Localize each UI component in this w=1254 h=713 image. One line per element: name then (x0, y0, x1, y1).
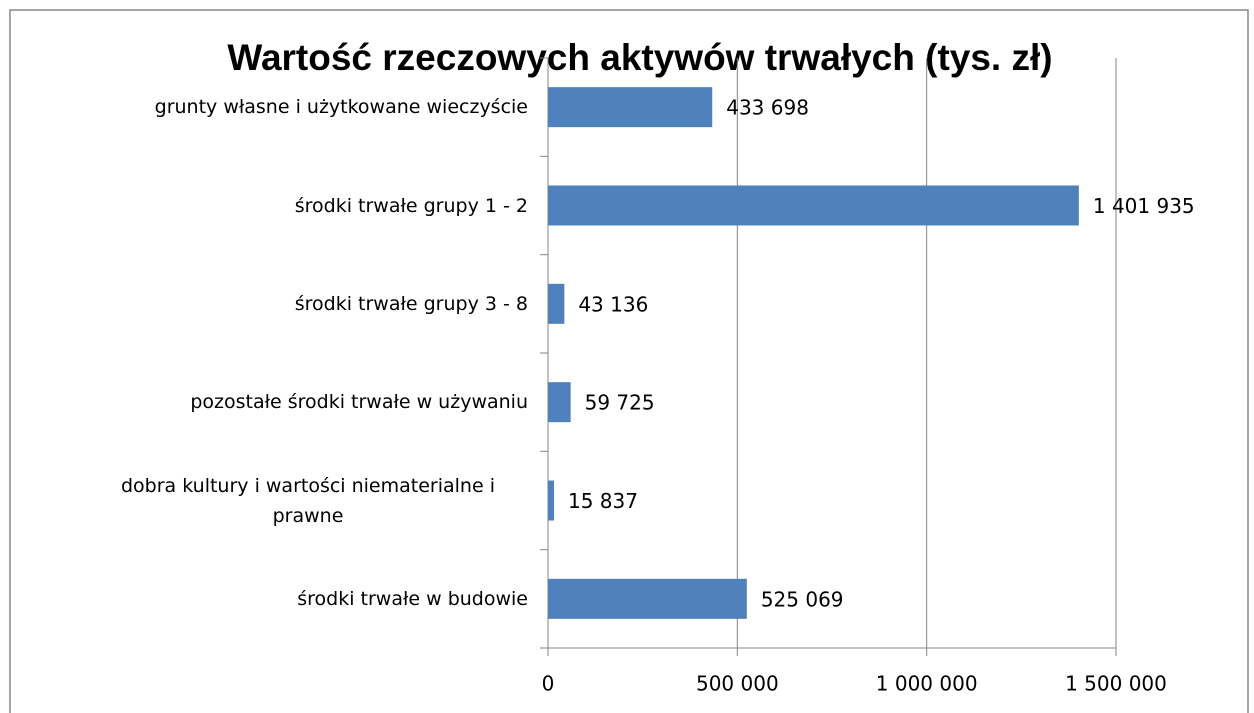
y-tick-label: dobra kultury i wartości niematerialne i… (60, 461, 528, 541)
y-tick-label: pozostałe środki trwałe w używaniu (60, 362, 528, 442)
category-label: środki trwałe grupy 1 - 2 (60, 166, 528, 246)
category-text: pozostałe środki trwałe w używaniu (190, 391, 528, 414)
bar (548, 87, 713, 128)
y-tick-label: środki trwałe grupy 1 - 2 (60, 166, 528, 246)
category-text: środki trwałe grupy 3 - 8 (294, 292, 528, 315)
data-label: 525 069 (761, 587, 844, 611)
x-tick-label: 1 500 000 (1065, 672, 1167, 696)
y-tick-label: środki trwałe w budowie (60, 559, 528, 639)
data-label: 43 136 (578, 292, 648, 316)
category-label: dobra kultury i wartości niematerialne i… (60, 461, 528, 541)
data-label: 15 837 (568, 489, 638, 513)
data-label: 59 725 (585, 391, 655, 415)
y-tick-label: grunty własne i użytkowane wieczyście (60, 67, 528, 147)
y-tick-label: środki trwałe grupy 3 - 8 (60, 264, 528, 344)
bar (548, 578, 747, 619)
category-label: pozostałe środki trwałe w używaniu (60, 362, 528, 442)
chart-frame (9, 9, 1249, 713)
category-label: środki trwałe w budowie (60, 559, 528, 639)
chart-title: Wartość rzeczowych aktywów trwałych (tys… (227, 37, 1052, 78)
x-tick-label: 0 (542, 672, 555, 696)
x-tick-label: 1 000 000 (876, 672, 978, 696)
category-label: środki trwałe grupy 3 - 8 (60, 264, 528, 344)
category-text: środki trwałe grupy 1 - 2 (294, 194, 528, 217)
data-label: 1 401 935 (1093, 194, 1195, 218)
bar (548, 382, 571, 423)
bar (548, 480, 554, 521)
category-text: dobra kultury i wartości niematerialne i… (121, 474, 495, 527)
data-label: 433 698 (726, 96, 809, 120)
bar (548, 185, 1079, 226)
bar (548, 283, 565, 324)
category-label: grunty własne i użytkowane wieczyście (60, 67, 528, 147)
x-tick-label: 500 000 (696, 672, 779, 696)
category-text: środki trwałe w budowie (297, 587, 528, 610)
category-text: grunty własne i użytkowane wieczyście (154, 96, 528, 119)
